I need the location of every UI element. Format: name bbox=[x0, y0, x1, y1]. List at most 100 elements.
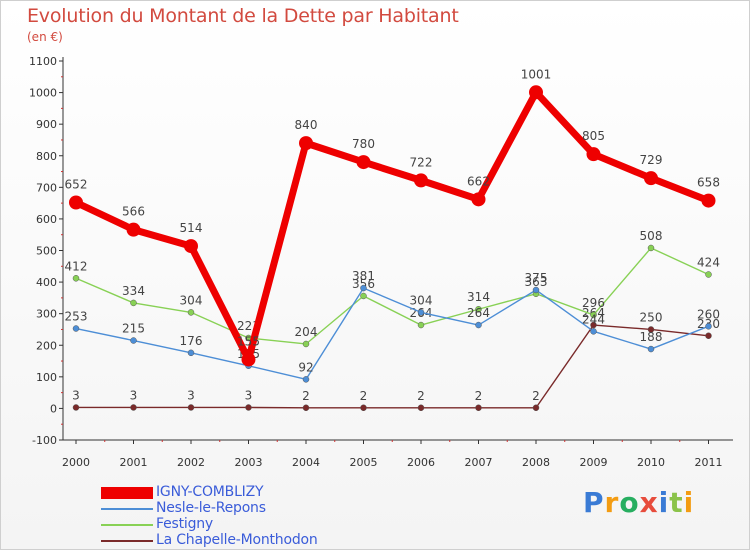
data-label: 2 bbox=[360, 389, 368, 403]
legend-swatch bbox=[101, 508, 153, 510]
data-point bbox=[475, 321, 482, 329]
y-tick-label: 0 bbox=[50, 402, 57, 415]
data-point bbox=[647, 244, 655, 252]
data-point bbox=[360, 404, 367, 412]
x-tick-label: 2004 bbox=[292, 456, 320, 469]
x-tick-label: 2000 bbox=[62, 456, 90, 469]
data-point bbox=[532, 286, 540, 294]
data-label: 514 bbox=[180, 221, 203, 235]
chart-subtitle: (en €) bbox=[27, 30, 63, 44]
data-label: 363 bbox=[525, 275, 548, 289]
data-label: 3 bbox=[72, 388, 80, 402]
data-label: 2 bbox=[475, 389, 483, 403]
data-point bbox=[475, 404, 482, 412]
data-label: 722 bbox=[410, 155, 433, 169]
x-tick-label: 2001 bbox=[120, 456, 148, 469]
data-label: 204 bbox=[295, 325, 318, 339]
data-label: 3 bbox=[245, 388, 253, 402]
data-point bbox=[532, 404, 540, 412]
data-point bbox=[417, 404, 425, 412]
data-label: 662 bbox=[467, 174, 490, 188]
data-label: 215 bbox=[122, 322, 145, 336]
chart-title: Evolution du Montant de la Dette par Hab… bbox=[27, 5, 459, 27]
data-point bbox=[705, 271, 712, 278]
data-label: 658 bbox=[697, 176, 720, 190]
data-label: 805 bbox=[582, 129, 605, 143]
data-point bbox=[705, 332, 712, 340]
x-tick-label: 2011 bbox=[695, 456, 723, 469]
data-point bbox=[130, 404, 137, 411]
brand-letter: t bbox=[669, 486, 684, 519]
brand-logo: Proxiti bbox=[583, 486, 694, 519]
x-tick-label: 2010 bbox=[637, 456, 665, 469]
data-label: 304 bbox=[410, 293, 433, 307]
data-label: 253 bbox=[65, 310, 88, 324]
series-2: 412334304223204356264314363296508424 bbox=[65, 229, 720, 348]
data-point bbox=[356, 155, 371, 170]
data-point bbox=[417, 321, 425, 329]
x-tick-label: 2006 bbox=[407, 456, 435, 469]
series-line bbox=[75, 247, 710, 345]
legend-swatch bbox=[101, 540, 153, 542]
legend-swatch bbox=[101, 487, 153, 499]
data-label: 3 bbox=[130, 388, 138, 402]
y-tick-label: -100 bbox=[32, 434, 57, 447]
legend-label: La Chapelle-Monthodon bbox=[156, 532, 318, 548]
data-point bbox=[360, 284, 367, 292]
data-point bbox=[586, 147, 601, 162]
series-line bbox=[75, 324, 710, 409]
y-tick-label: 800 bbox=[36, 150, 57, 163]
data-point bbox=[647, 345, 655, 353]
x-tick-label: 2009 bbox=[580, 456, 608, 469]
data-label: 375 bbox=[525, 271, 548, 285]
y-tick-label: 100 bbox=[36, 371, 57, 384]
data-point bbox=[241, 352, 256, 367]
data-point bbox=[417, 309, 425, 316]
data-label: 2 bbox=[417, 389, 425, 403]
legend-label: IGNY-COMBLIZY bbox=[156, 484, 264, 500]
y-tick-label: 1100 bbox=[29, 55, 57, 68]
y-tick-label: 600 bbox=[36, 213, 57, 226]
data-point bbox=[590, 321, 597, 329]
series-line bbox=[72, 88, 712, 363]
data-label: 155 bbox=[237, 334, 260, 348]
data-point bbox=[414, 173, 428, 188]
data-point bbox=[302, 376, 310, 383]
data-point bbox=[187, 309, 195, 316]
data-point bbox=[299, 136, 313, 151]
data-point bbox=[72, 404, 80, 411]
data-point bbox=[126, 222, 141, 237]
series-3: 333322222264250230 bbox=[72, 306, 720, 412]
series-0: 652 566 514 155 840 780 722 662 1001 805 729 658 bbox=[65, 67, 720, 367]
data-point bbox=[245, 404, 252, 411]
data-point bbox=[302, 340, 310, 348]
data-label: 1001 bbox=[521, 67, 552, 81]
data-label: 566 bbox=[122, 205, 145, 219]
x-tick-label: 2005 bbox=[350, 456, 378, 469]
data-label: 840 bbox=[295, 118, 318, 132]
data-point bbox=[187, 404, 195, 411]
data-label: 729 bbox=[640, 153, 663, 167]
data-point bbox=[705, 323, 712, 330]
data-label: 356 bbox=[352, 277, 375, 291]
data-label: 304 bbox=[180, 293, 203, 307]
data-label: 244 bbox=[582, 312, 605, 326]
data-point bbox=[647, 326, 655, 333]
data-point bbox=[590, 311, 597, 319]
data-point bbox=[360, 292, 367, 300]
brand-letter: o bbox=[619, 486, 640, 519]
data-label: 424 bbox=[697, 256, 720, 270]
data-point bbox=[72, 325, 80, 332]
data-point bbox=[184, 239, 198, 254]
data-point bbox=[72, 275, 80, 282]
x-tick-label: 2002 bbox=[177, 456, 205, 469]
data-label: 188 bbox=[640, 330, 663, 344]
data-label: 264 bbox=[467, 306, 490, 320]
legend-label: Nesle-le-Repons bbox=[156, 500, 266, 516]
data-label: 780 bbox=[352, 137, 375, 151]
data-point bbox=[130, 337, 137, 344]
brand-letter: i bbox=[683, 486, 695, 519]
y-tick-label: 300 bbox=[36, 308, 57, 321]
data-label: 334 bbox=[122, 284, 145, 298]
